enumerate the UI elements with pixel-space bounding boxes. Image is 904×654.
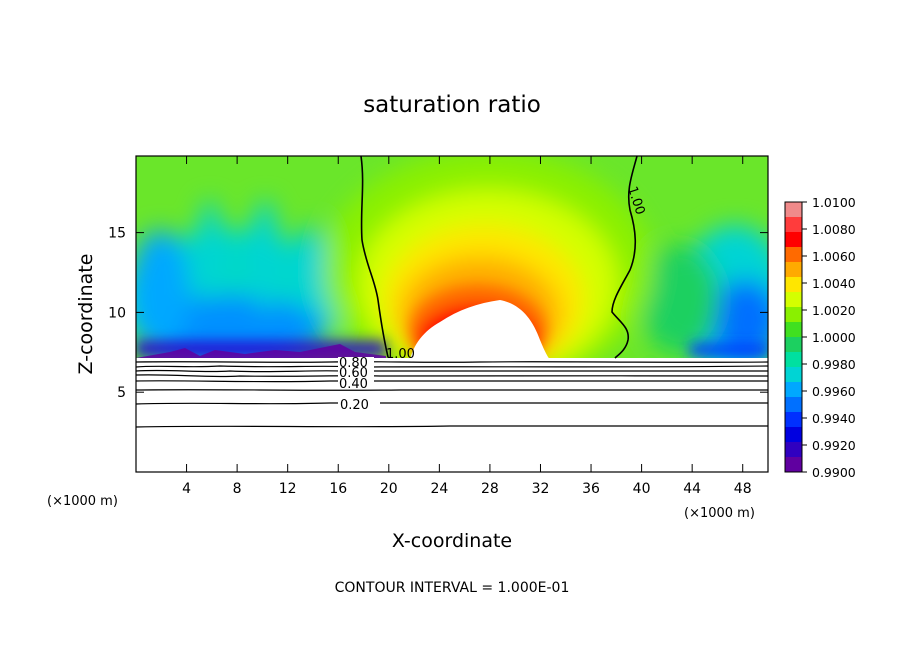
x-tick-label: 40: [633, 481, 651, 497]
colorbar-label: 0.9900: [812, 465, 856, 480]
y-tick-label: 15: [108, 226, 126, 242]
x-tick-labels: 4 8 12 16 20 24 28 32 36 40 44 48: [182, 481, 752, 497]
colorbar-segment: [785, 292, 802, 308]
colorbar-label: 0.9920: [812, 438, 856, 453]
contour-0.30: [136, 389, 768, 391]
contour-label-0.40: 0.40: [339, 377, 368, 392]
cloud-base-rim: [136, 344, 386, 362]
colorbar-label: 0.9940: [812, 411, 856, 426]
x-tick-label: 24: [430, 481, 448, 497]
contour-label-bg-0.80: [338, 357, 374, 368]
colorbar-segment: [785, 277, 802, 293]
x-tick-label: 32: [532, 481, 550, 497]
colorbar-segment: [785, 442, 802, 458]
colorbar-segment: [785, 307, 802, 323]
x-tick-label: 12: [279, 481, 297, 497]
x-tick-label: 20: [380, 481, 398, 497]
heatmap-field: [136, 156, 768, 472]
x-tick-label: 4: [182, 481, 191, 497]
axis-ticks: [136, 156, 768, 472]
y-tick-label: 10: [108, 305, 126, 321]
x-tick-label: 8: [233, 481, 242, 497]
colorbar-labels: 1.0100 1.0080 1.0060 1.0040 1.0020 1.000…: [812, 195, 856, 480]
y-axis-label: Z-coordinate: [75, 254, 97, 375]
colorbar-segment: [785, 412, 802, 428]
colorbar-segment: [785, 232, 802, 248]
contour-1.00-right: [611, 156, 638, 359]
contour-0.10: [136, 425, 768, 428]
colorbar: [784, 201, 807, 473]
colorbar-segment: [785, 397, 802, 413]
x-unit-right: (×1000 m): [684, 506, 755, 521]
right-blue-region: [710, 280, 768, 360]
x-tick-label: 16: [329, 481, 347, 497]
left-finger-2: [251, 200, 279, 310]
colorbar-segment: [785, 427, 802, 443]
y-tick-label: 5: [117, 385, 126, 401]
colorbar-segment: [785, 247, 802, 263]
left-lightblue-region: [136, 230, 190, 350]
colorbar-segment: [785, 367, 802, 383]
below-cloud-white: [136, 358, 768, 472]
colorbar-segment: [785, 262, 802, 278]
contour-label-1.00-bottom: 1.00: [386, 347, 415, 362]
y-tick-labels: 5 10 15: [108, 226, 126, 402]
colorbar-label: 1.0020: [812, 303, 856, 318]
contour-label-bg-0.20: [338, 397, 380, 410]
left-finger-1: [198, 200, 222, 300]
colorbar-label: 1.0060: [812, 249, 856, 264]
colorbar-segment: [785, 202, 802, 218]
boundary-right-blue-band: [690, 344, 768, 356]
contour-1.00-left: [360, 156, 389, 358]
x-tick-label: 44: [683, 481, 701, 497]
colorbar-segment: [785, 457, 802, 473]
contour-0.70: [136, 365, 768, 368]
colorbar-label: 1.0080: [812, 222, 856, 237]
contour-label-bg-0.60: [338, 367, 374, 378]
x-unit-left: (×1000 m): [47, 494, 118, 509]
colorbar-segment: [785, 217, 802, 233]
colorbar-label: 1.0000: [812, 330, 856, 345]
right-lightgreen-region: [640, 245, 720, 355]
colorbar-segment: [785, 337, 802, 353]
contour-0.40: [136, 380, 768, 383]
colorbar-segment: [785, 322, 802, 338]
contour-0.80: [136, 361, 768, 363]
contour-label-0.20: 0.20: [340, 398, 369, 413]
contour-label-bg-0.40: [338, 377, 374, 389]
chart-title: saturation ratio: [363, 92, 541, 118]
x-tick-label: 48: [734, 481, 752, 497]
colorbar-label: 1.0100: [812, 195, 856, 210]
contour-0.60: [136, 369, 768, 373]
x-tick-label: 36: [582, 481, 600, 497]
colorbar-label: 0.9960: [812, 384, 856, 399]
colorbar-segment: [785, 382, 802, 398]
colorbar-label: 0.9980: [812, 357, 856, 372]
colorbar-label: 1.0040: [812, 276, 856, 291]
left-finger-3: [294, 225, 326, 315]
x-tick-label: 28: [481, 481, 499, 497]
contour-interval-note: CONTOUR INTERVAL = 1.000E-01: [335, 580, 570, 596]
colorbar-segment: [785, 352, 802, 368]
saturated-core: [410, 300, 552, 362]
x-axis-label: X-coordinate: [392, 530, 512, 552]
plot-frame: [135, 155, 769, 473]
